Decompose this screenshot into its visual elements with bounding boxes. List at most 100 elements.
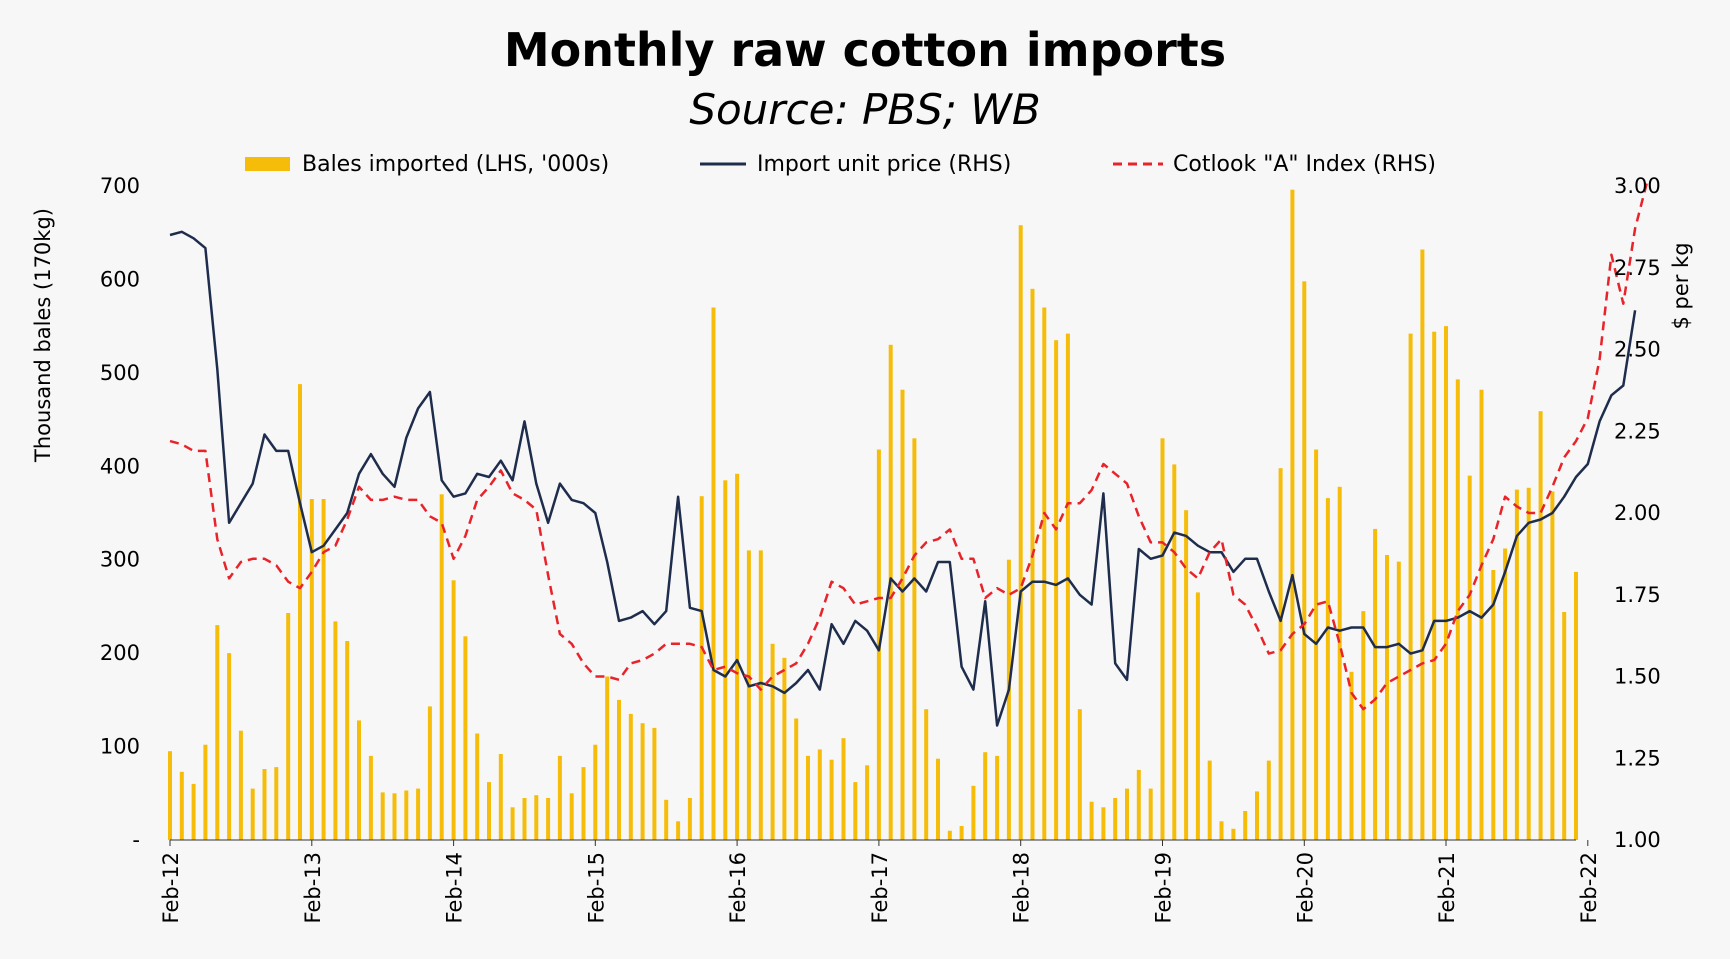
bar <box>168 751 172 840</box>
bar <box>380 792 385 840</box>
bar <box>1160 438 1165 840</box>
bar <box>1243 811 1248 840</box>
bar <box>971 785 976 840</box>
bar <box>593 744 598 840</box>
y-axis-title-left: Thousand bales (170kg) <box>31 208 55 463</box>
x-tick-label: Feb-20 <box>1293 852 1317 923</box>
bar <box>652 727 657 840</box>
bar <box>995 755 1000 840</box>
bar <box>1491 570 1496 840</box>
bar <box>1136 769 1141 840</box>
y-tick-right-label: 2.75 <box>1614 256 1661 280</box>
bar <box>274 767 279 840</box>
bar <box>1089 801 1094 840</box>
bar <box>368 755 373 840</box>
bar <box>841 738 846 840</box>
y-tick-right-label: 1.00 <box>1614 828 1661 852</box>
bar <box>1503 548 1508 840</box>
y-tick-left-label: - <box>132 828 140 852</box>
bar <box>1006 559 1011 840</box>
x-tick-label: Feb-16 <box>726 852 750 923</box>
y-ticks-left: - 100 200 300 400 500 600 700 <box>100 174 140 852</box>
bar <box>1420 249 1425 840</box>
bar <box>475 733 480 840</box>
bar <box>1385 555 1389 840</box>
bar <box>1514 489 1519 840</box>
bar <box>865 765 870 840</box>
bar <box>487 782 491 840</box>
bar <box>853 782 858 840</box>
bar <box>321 499 326 840</box>
bar <box>510 807 515 840</box>
bar <box>1077 709 1082 840</box>
bar <box>569 793 574 840</box>
bar <box>746 550 751 840</box>
y-tick-right-label: 1.75 <box>1614 583 1661 607</box>
bar <box>1231 828 1236 840</box>
bar <box>203 744 208 840</box>
bar <box>416 788 421 840</box>
bar <box>1054 340 1059 840</box>
x-tick-label: Feb-13 <box>301 852 325 923</box>
bar <box>1349 671 1354 840</box>
bar <box>723 480 728 840</box>
bar <box>1101 807 1106 840</box>
bar <box>345 641 350 840</box>
bar <box>1538 411 1543 840</box>
legend-label-cotlook: Cotlook "A" Index (RHS) <box>1173 152 1436 177</box>
x-tick-label: Feb-14 <box>443 852 467 923</box>
x-tick-label: Feb-22 <box>1577 852 1601 923</box>
bar <box>333 621 338 840</box>
bar <box>888 344 893 840</box>
y-tick-right-label: 2.50 <box>1614 338 1661 362</box>
bar <box>687 798 692 840</box>
bar <box>392 793 397 840</box>
bar <box>947 830 952 840</box>
legend-label-import-price: Import unit price (RHS) <box>757 152 1011 177</box>
line-cotlook-a-index <box>169 182 1649 711</box>
bar <box>735 473 740 840</box>
bar <box>427 706 432 840</box>
bar <box>1278 468 1283 840</box>
bar <box>1195 592 1200 840</box>
bar <box>1065 333 1070 840</box>
bar <box>1361 611 1366 840</box>
bar <box>498 754 503 840</box>
bar <box>1125 788 1129 840</box>
x-tick-label: Feb-12 <box>159 852 183 923</box>
bar <box>758 550 763 840</box>
bar <box>829 759 834 840</box>
y-tick-left-label: 700 <box>100 174 140 198</box>
bar <box>1018 225 1023 840</box>
bar <box>1479 389 1484 840</box>
y-tick-right-label: 3.00 <box>1614 174 1661 198</box>
bar <box>451 580 456 840</box>
bar <box>1184 510 1189 840</box>
y-tick-left-label: 400 <box>100 454 140 478</box>
bar <box>557 755 562 840</box>
bar <box>1255 791 1259 840</box>
bar <box>936 758 940 840</box>
bar <box>1148 788 1153 840</box>
bar <box>1325 498 1330 840</box>
x-tick-label: Feb-15 <box>584 852 608 923</box>
bar <box>1574 571 1578 840</box>
bar <box>1290 189 1295 840</box>
bar <box>250 788 255 840</box>
bar <box>983 752 988 840</box>
bar <box>699 496 704 840</box>
bar <box>439 494 444 840</box>
bar <box>1302 281 1307 840</box>
chart-title: Monthly raw cotton imports <box>504 23 1226 77</box>
bar <box>617 699 621 840</box>
bar <box>640 723 645 840</box>
y-tick-left-label: 500 <box>100 361 140 385</box>
bar <box>605 676 610 840</box>
bar <box>628 713 633 840</box>
bar <box>817 749 822 840</box>
y-tick-right-label: 2.25 <box>1614 419 1661 443</box>
bar <box>298 384 302 840</box>
y-tick-right-label: 1.25 <box>1614 746 1661 770</box>
bar <box>900 389 905 840</box>
